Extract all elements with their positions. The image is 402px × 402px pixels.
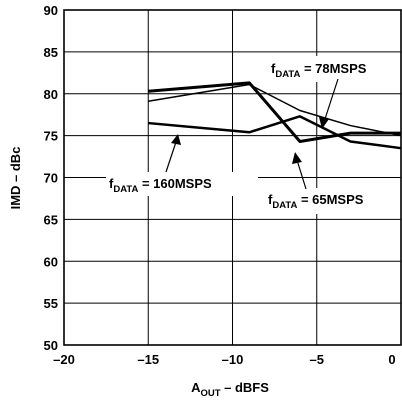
y-tick-label: 85 <box>44 45 58 60</box>
y-tick-label: 60 <box>44 254 58 269</box>
x-tick-label: –15 <box>137 352 159 367</box>
y-tick-label: 90 <box>44 3 58 18</box>
annotation-65msps-main: f <box>268 192 273 207</box>
svg-text:fDATA = 160MSPS: fDATA = 160MSPS <box>109 176 212 195</box>
x-tick-label: –20 <box>53 352 75 367</box>
annotation-78msps-sub: DATA <box>275 69 300 80</box>
y-tick-label: 55 <box>44 296 58 311</box>
annotation-65msps: fDATA = 65MSPS <box>265 152 398 214</box>
annotation-78msps-main: f <box>271 61 276 76</box>
x-axis-title-main: A <box>191 380 201 395</box>
y-tick-labels: 50 55 60 65 70 75 80 85 90 <box>44 3 58 353</box>
annotation-160msps-rest: = 160MSPS <box>138 176 212 191</box>
svg-text:fDATA = 78MSPS: fDATA = 78MSPS <box>271 61 367 80</box>
x-tick-label: –5 <box>310 352 324 367</box>
annotation-65msps-rest: = 65MSPS <box>297 192 363 207</box>
annotation-78msps-arrowhead <box>319 117 329 129</box>
annotation-160msps-arrow <box>165 141 177 173</box>
svg-text:fDATA = 65MSPS: fDATA = 65MSPS <box>268 192 364 211</box>
y-tick-label: 50 <box>44 338 58 353</box>
y-tick-label: 70 <box>44 171 58 186</box>
x-axis-title-subscript: OUT <box>200 388 220 399</box>
annotation-65msps-arrow <box>296 159 307 190</box>
annotation-78msps: fDATA = 78MSPS <box>268 56 398 129</box>
annotation-160msps-main: f <box>109 176 114 191</box>
annotation-65msps-sub: DATA <box>272 200 297 211</box>
x-axis-title-rest: – dBFS <box>221 380 270 395</box>
plot-frame <box>63 9 402 346</box>
y-tick-label: 80 <box>44 87 58 102</box>
series-lines <box>148 81 402 150</box>
annotation-160msps-sub: DATA <box>113 184 138 195</box>
x-tick-labels: –20 –15 –10 –5 0 <box>53 352 395 367</box>
y-axis-title: IMD – dBc <box>8 147 23 210</box>
annotation-65msps-arrowhead <box>292 152 302 164</box>
annotation-160msps-arrowhead <box>171 134 181 145</box>
annotation-78msps-arrow <box>323 78 339 123</box>
x-tick-label: 0 <box>388 352 395 367</box>
series-line-160msps <box>148 115 402 150</box>
annotation-78msps-rest: = 78MSPS <box>300 61 366 76</box>
x-tick-label: –10 <box>222 352 244 367</box>
annotation-160msps: fDATA = 160MSPS <box>106 134 258 196</box>
series-line-65msps <box>148 81 401 143</box>
y-tick-label: 65 <box>44 212 58 227</box>
y-tick-label: 75 <box>44 129 58 144</box>
x-axis-title: AOUT – dBFS <box>191 380 269 399</box>
series-line-78msps <box>148 83 402 137</box>
